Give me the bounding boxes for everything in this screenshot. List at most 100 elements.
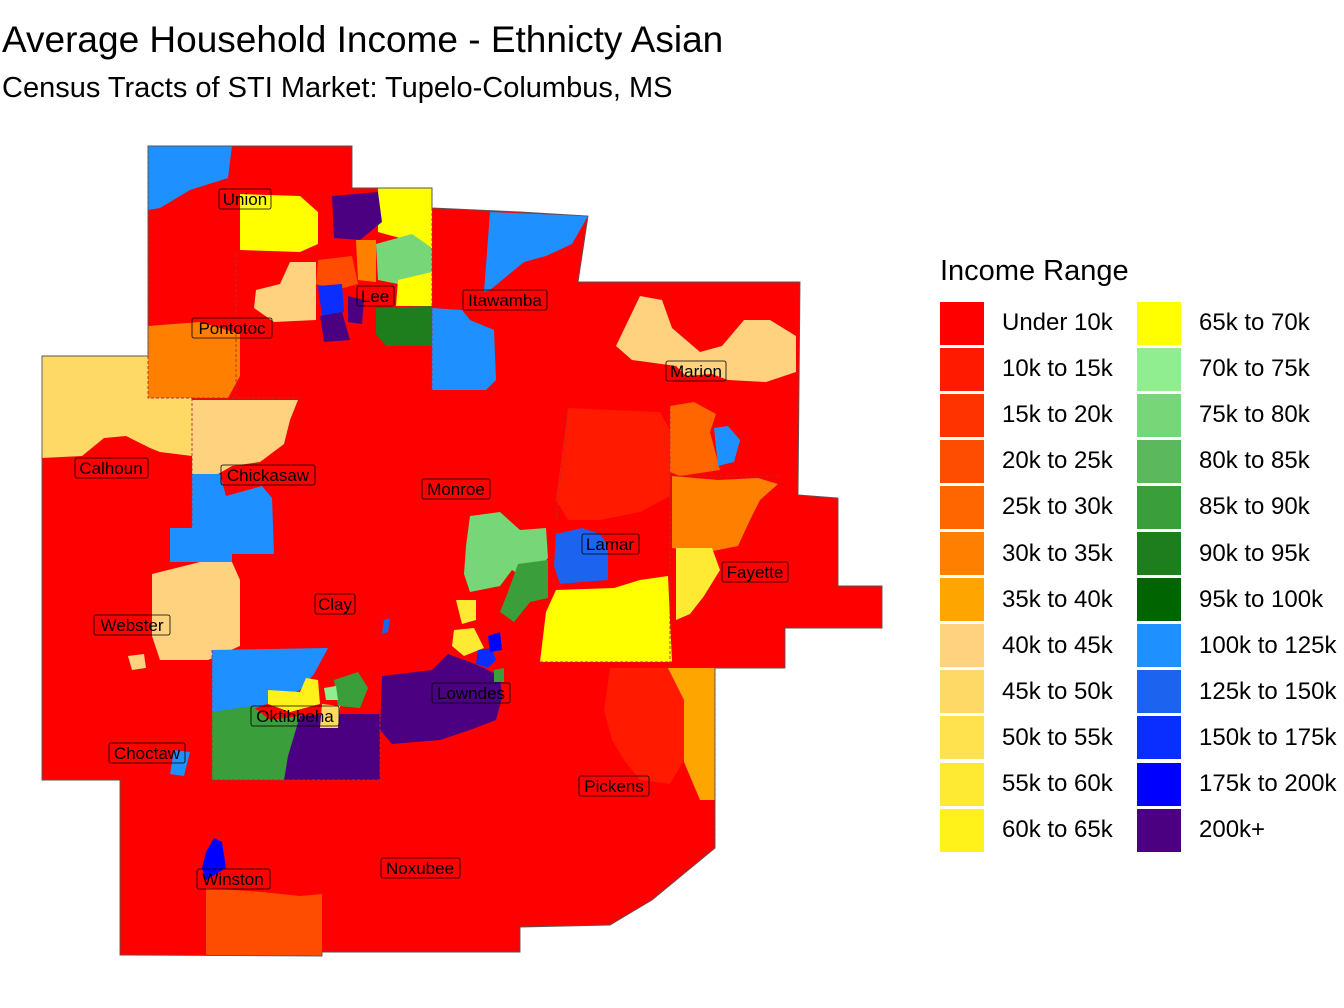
legend-label: 35k to 40k [1002, 585, 1113, 613]
boundary [147, 356, 192, 399]
tract-200k [380, 654, 502, 744]
tract-85k-90k [494, 668, 504, 682]
legend-swatch [940, 301, 984, 345]
tract-35k-40k [668, 668, 715, 800]
tract-65k-70k [396, 272, 432, 306]
legend-swatch [1137, 439, 1181, 483]
tract-100k-125k [170, 474, 274, 562]
legend-label: 25k to 30k [1002, 493, 1113, 521]
legend-item: 60k to 65k [940, 807, 1113, 853]
legend: Under 10k 10k to 15k 15k to 20k 20k to 25k 2… [940, 300, 1344, 860]
legend-swatch [940, 762, 984, 806]
legend-label: 175k to 200k [1199, 770, 1337, 797]
map-subtitle: Census Tracts of STI Market: Tupelo-Colu… [2, 72, 673, 104]
legend-label: Under 10k [1002, 309, 1113, 336]
legend-swatch [940, 808, 984, 852]
legend-label: 30k to 35k [1002, 539, 1113, 567]
tract-65k-70k [540, 576, 672, 662]
tract-45k-50k [320, 704, 340, 728]
tract-40k-45k [616, 296, 796, 382]
outline [41, 145, 883, 957]
legend-label: 200k+ [1199, 816, 1266, 844]
tract-125k-150k [554, 528, 608, 584]
legend-label: 40k to 45k [1002, 631, 1113, 659]
legend-item: 200k+ [1137, 807, 1265, 853]
legend-swatch [1137, 347, 1181, 391]
legend-swatch [1137, 301, 1181, 345]
county-label: Webster [93, 614, 171, 636]
county-label: Clay [314, 593, 356, 615]
legend-label: 95k to 100k [1199, 585, 1324, 613]
legend-item: 80k to 85k [1137, 438, 1310, 484]
tract-90k-95k [376, 306, 432, 346]
tract-85k-90k [500, 560, 548, 622]
legend-label: 70k to 75k [1199, 355, 1310, 383]
county-label: Chickasaw [220, 464, 316, 486]
census-tracts [42, 146, 796, 956]
tract-65k-70k [240, 194, 318, 252]
legend-label: 55k to 60k [1002, 770, 1113, 797]
region-base [42, 146, 882, 956]
legend-label: 100k to 125k [1199, 631, 1337, 659]
legend-swatch [1137, 670, 1181, 714]
legend-label: 90k to 95k [1199, 539, 1310, 567]
tract-85k-90k [334, 672, 368, 708]
county-label-winston: Winston [202, 870, 263, 889]
legend-item: 20k to 25k [940, 438, 1113, 484]
legend-item: 55k to 60k [940, 761, 1113, 807]
county-label-noxubee: Noxubee [386, 859, 454, 878]
tract-175k-200k [488, 632, 502, 652]
tract-45k-50k [42, 356, 192, 458]
legend-swatch [940, 716, 984, 760]
legend-swatch [1137, 393, 1181, 437]
legend-label: 50k to 55k [1002, 723, 1113, 751]
legend-label: 65k to 70k [1199, 309, 1310, 336]
legend-swatch [1137, 485, 1181, 529]
tract-75k-80k [376, 234, 432, 286]
legend-swatch [1137, 532, 1181, 575]
county-label-clay: Clay [318, 595, 353, 614]
county-label-pontotoc: Pontotoc [198, 319, 266, 338]
legend-swatch [1137, 808, 1181, 852]
tract-40k-45k [152, 562, 240, 660]
legend-item: 50k to 55k [940, 715, 1113, 761]
legend-label: 150k to 175k [1199, 723, 1337, 751]
tract-30k-35k [148, 322, 240, 398]
legend-swatch [940, 624, 984, 668]
county-label: Itawamba [462, 289, 548, 311]
tract-20k-25k [316, 256, 358, 290]
legend-item: 10k to 15k [940, 346, 1113, 392]
choropleth-map: Union Lee Itawamba Pontotoc Marion Calho… [41, 145, 883, 957]
legend-swatch [940, 485, 984, 529]
county-label-calhoun: Calhoun [79, 459, 142, 478]
legend-label: 125k to 150k [1199, 677, 1337, 705]
map-title: Average Household Income - Ethnicty Asia… [2, 19, 724, 60]
county-label: Oktibbeha [250, 705, 340, 727]
tract-30k-35k [672, 476, 778, 552]
legend-swatch [1137, 762, 1181, 806]
county-label-choctaw: Choctaw [114, 744, 181, 763]
county-label: Lamar [581, 533, 640, 555]
county-label: Pickens [578, 775, 650, 797]
county-label: Choctaw [108, 742, 186, 764]
tract-100k-125k [148, 146, 232, 210]
legend-swatch [940, 578, 984, 622]
legend-item: 40k to 45k [940, 623, 1113, 669]
tract-100k-125k [432, 308, 496, 390]
legend-label: 80k to 85k [1199, 447, 1310, 475]
legend-label: 60k to 65k [1002, 816, 1113, 844]
map-outline [41, 145, 883, 957]
legend-item: 25k to 30k [940, 484, 1113, 530]
legend-swatch [940, 439, 984, 483]
tract-55k-60k [452, 628, 484, 656]
tract-100k-125k [714, 426, 740, 466]
legend-item: 65k to 70k [1137, 300, 1310, 346]
legend-swatch [1137, 624, 1181, 668]
tract-70k-75k [324, 686, 338, 700]
legend-item: 85k to 90k [1137, 484, 1310, 530]
legend-label: 10k to 15k [1002, 355, 1113, 383]
county-label-lamar: Lamar [586, 535, 635, 554]
tract-200k [284, 714, 380, 780]
legend-label: 20k to 25k [1002, 447, 1113, 475]
legend-swatch [1137, 716, 1181, 760]
